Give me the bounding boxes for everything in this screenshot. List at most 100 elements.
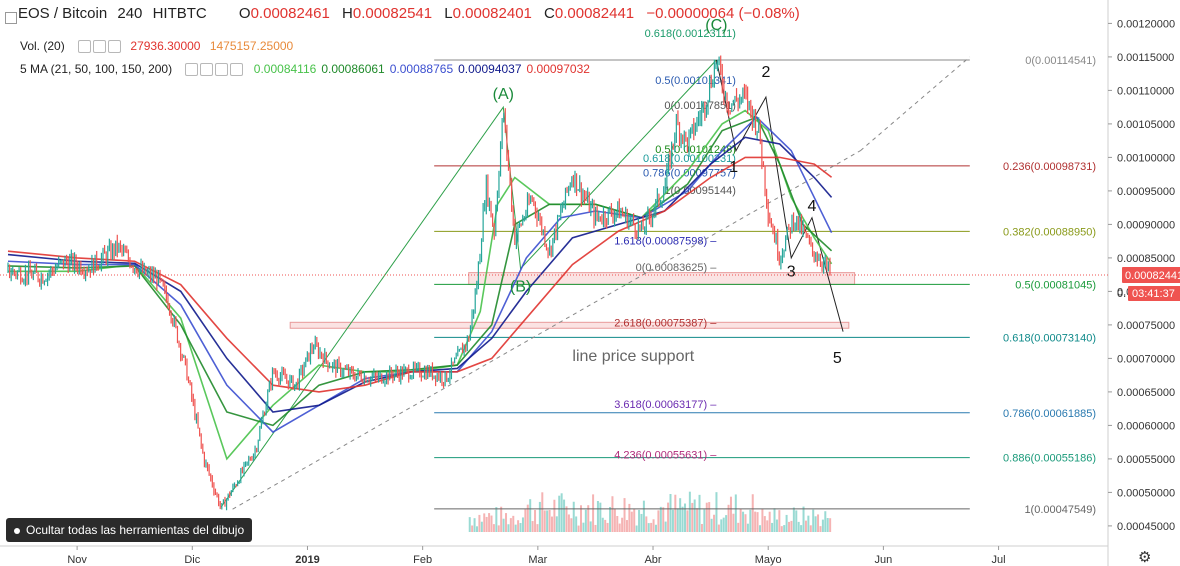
volume-bar xyxy=(580,505,582,532)
inner-fib-label: 0.618(0.00123111) xyxy=(645,28,736,40)
support-zone-box xyxy=(289,321,850,329)
wave-label: 3 xyxy=(787,264,796,281)
eye-icon[interactable] xyxy=(185,63,199,77)
high-value: 0.00082541 xyxy=(352,5,433,22)
volume-bar xyxy=(754,511,757,532)
inner-fib-label: 0(0.00107851) xyxy=(664,100,736,112)
volume-bar xyxy=(804,520,807,532)
volume-bar xyxy=(664,521,667,532)
fib-level-label: 0.618(0.00073140) xyxy=(1003,332,1096,344)
volume-bar xyxy=(802,506,805,532)
ma-label[interactable]: 5 MA (21, 50, 100, 150, 200) xyxy=(20,62,173,76)
volume-bar xyxy=(563,499,566,532)
ma-line xyxy=(7,116,833,427)
volume-bar xyxy=(681,506,684,532)
inner-fib-label: 0.5(0.00101341) xyxy=(655,75,736,87)
close-icon[interactable] xyxy=(108,40,122,54)
volume-bar xyxy=(717,524,720,532)
volume-bar xyxy=(671,509,674,532)
volume-bar xyxy=(521,517,524,532)
volume-bar xyxy=(809,525,812,532)
volume-bar xyxy=(473,518,476,532)
close-icon[interactable] xyxy=(230,63,244,77)
countdown-value: 03:41:37 xyxy=(1132,288,1175,300)
volume-value: 27936.30000 xyxy=(130,39,201,53)
fib-level-label: 0.5(0.00081045) xyxy=(1015,279,1096,291)
wave-label: (A) xyxy=(493,86,514,103)
collapse-legend-icon[interactable] xyxy=(5,12,17,24)
gear-icon[interactable]: ⚙ xyxy=(1138,549,1152,566)
volume-bar xyxy=(742,511,745,532)
volume-bar xyxy=(582,522,585,532)
volume-bar xyxy=(679,498,682,532)
time-tick-label: Mar xyxy=(528,554,547,566)
volume-bar xyxy=(691,502,694,532)
ma-value-1: 0.00084116 xyxy=(253,62,317,76)
volume-bar xyxy=(744,514,747,532)
interval[interactable]: 240 xyxy=(117,5,143,22)
volume-bar xyxy=(797,521,800,532)
volume-bar xyxy=(807,515,810,532)
volume-bar xyxy=(577,525,580,532)
volume-bar xyxy=(775,519,778,532)
volume-bar xyxy=(708,502,711,532)
volume-bar xyxy=(621,517,624,532)
eye-icon[interactable] xyxy=(78,40,92,54)
volume-bar xyxy=(596,501,599,532)
volume-bar xyxy=(814,516,817,532)
volume-bar xyxy=(688,491,691,532)
countdown-badge xyxy=(1128,286,1180,302)
volume-bar xyxy=(471,525,474,532)
price-tick-label: 0.00090000 xyxy=(1117,219,1175,231)
volume-bar xyxy=(829,518,832,532)
ma-value-5: 0.00097032 xyxy=(526,62,590,76)
volume-bar xyxy=(676,508,679,532)
volume-bar xyxy=(778,510,781,532)
volume-bar xyxy=(773,508,776,532)
volume-bar xyxy=(761,509,764,532)
volume-bar xyxy=(534,510,537,532)
price-tick-label: 0.00075000 xyxy=(1117,320,1175,332)
price-tick-label: 0.00045000 xyxy=(1117,521,1175,533)
volume-bar xyxy=(575,516,578,532)
wave-label: (B) xyxy=(510,278,531,295)
volume-label[interactable]: Vol. (20) xyxy=(20,39,65,53)
volume-bar xyxy=(635,525,638,532)
tooltip-pointer-icon xyxy=(14,527,20,534)
fib-extension-label: 2.618(0.00075387) – xyxy=(614,317,717,329)
ma-legend: 5 MA (21, 50, 100, 150, 200) 0.00084116 0… xyxy=(20,62,590,77)
price-tick-label: 0.00055000 xyxy=(1117,454,1175,466)
volume-bar xyxy=(729,496,732,532)
volume-bar xyxy=(715,492,718,532)
volume-bar xyxy=(475,526,478,532)
volume-bar xyxy=(751,494,754,532)
volume-legend: Vol. (20) 27936.30000 1475157.25000 xyxy=(20,39,293,54)
ma-value-4: 0.00094037 xyxy=(458,62,522,76)
settings-icon[interactable] xyxy=(200,63,214,77)
volume-bar xyxy=(725,515,728,532)
fib-level-label: 0(0.00114541) xyxy=(1025,55,1096,67)
fib-level-label: 0.786(0.00061885) xyxy=(1003,408,1096,420)
symbol-name[interactable]: EOS / Bitcoin xyxy=(18,5,108,22)
volume-bar xyxy=(567,514,570,532)
volume-bar xyxy=(505,513,508,532)
source-icon[interactable] xyxy=(215,63,229,77)
volume-bar xyxy=(768,511,771,532)
ma-value-2: 0.00086061 xyxy=(321,62,385,76)
volume-bar xyxy=(763,516,766,532)
volume-bar xyxy=(686,510,689,532)
volume-bar xyxy=(628,503,631,532)
volume-bar xyxy=(514,524,517,532)
volume-bar xyxy=(541,492,544,532)
volume-bar xyxy=(526,504,529,532)
fib-extension-label: 1.618(0.00087598) – xyxy=(614,235,717,247)
volume-bar xyxy=(623,498,626,532)
inner-fib-label: 0.5(0.00101248) xyxy=(655,144,736,156)
ma-values: 0.00084116 0.00086061 0.00088765 0.00094037… xyxy=(249,62,590,76)
settings-icon[interactable] xyxy=(93,40,107,54)
volume-bar xyxy=(609,506,612,532)
high-label: H xyxy=(342,5,353,22)
last-price-badge xyxy=(1122,267,1180,284)
volume-bar xyxy=(572,501,575,532)
